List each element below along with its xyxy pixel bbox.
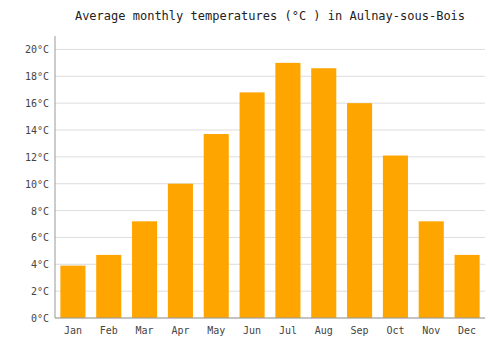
y-axis-line xyxy=(55,36,56,318)
bar xyxy=(311,68,336,318)
chart-title: Average monthly temperatures (°C ) in Au… xyxy=(75,9,465,23)
x-tick-label: Apr xyxy=(171,325,189,336)
bar xyxy=(419,221,444,318)
x-tick-label: Jun xyxy=(243,325,261,336)
grid-line xyxy=(55,156,485,157)
x-axis-line xyxy=(55,318,485,319)
grid-line xyxy=(55,183,485,184)
grid-line xyxy=(55,210,485,211)
y-tick-label: 16°C xyxy=(25,98,49,109)
chart-svg: Average monthly temperatures (°C ) in Au… xyxy=(0,0,500,350)
chart-container: Average monthly temperatures (°C ) in Au… xyxy=(0,0,500,350)
x-tick-label: Feb xyxy=(100,325,118,336)
grid-line xyxy=(55,76,485,77)
bar xyxy=(347,103,372,318)
x-tick-label: Nov xyxy=(422,325,440,336)
y-tick-label: 20°C xyxy=(25,44,49,55)
y-grid xyxy=(55,49,485,318)
bar xyxy=(168,184,193,318)
bar xyxy=(204,134,229,318)
y-tick-label: 18°C xyxy=(25,71,49,82)
y-tick-label: 10°C xyxy=(25,179,49,190)
bars xyxy=(60,63,479,318)
bar xyxy=(132,221,157,318)
x-tick-label: Jan xyxy=(64,325,82,336)
y-tick-label: 4°C xyxy=(31,259,49,270)
x-tick-label: Mar xyxy=(136,325,154,336)
y-tick-label: 8°C xyxy=(31,206,49,217)
bar xyxy=(96,255,121,318)
x-tick-label: May xyxy=(207,325,225,336)
y-tick-label: 6°C xyxy=(31,232,49,243)
bar xyxy=(275,63,300,318)
bar xyxy=(240,92,265,318)
x-tick-label: Sep xyxy=(351,325,369,336)
y-tick-label: 14°C xyxy=(25,125,49,136)
x-tick-label: Dec xyxy=(458,325,476,336)
bar xyxy=(383,156,408,318)
y-tick-label: 12°C xyxy=(25,152,49,163)
x-tick-label: Jul xyxy=(279,325,297,336)
grid-line xyxy=(55,49,485,50)
bar xyxy=(455,255,480,318)
grid-line xyxy=(55,130,485,131)
grid-line xyxy=(55,103,485,104)
bar xyxy=(60,266,85,318)
y-tick-label: 2°C xyxy=(31,286,49,297)
grid-line xyxy=(55,318,485,319)
y-tick-label: 0°C xyxy=(31,313,49,324)
x-tick-label: Aug xyxy=(315,325,333,336)
x-tick-label: Oct xyxy=(386,325,404,336)
